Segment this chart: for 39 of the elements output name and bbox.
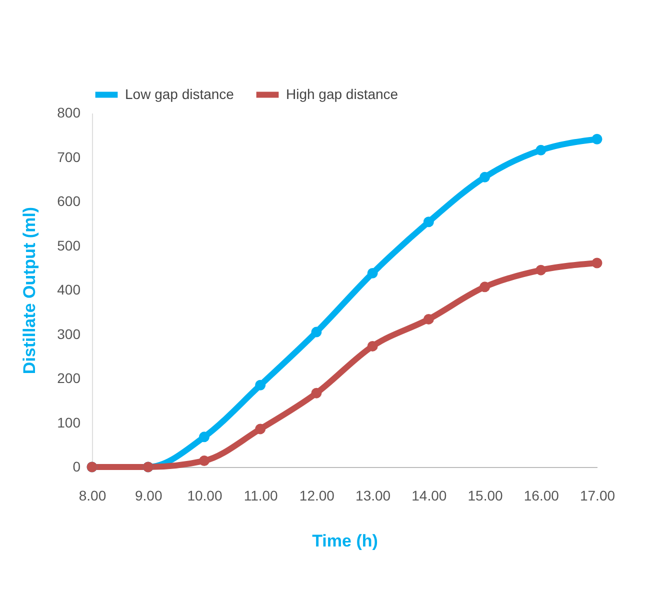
point	[367, 268, 378, 278]
point	[536, 144, 546, 156]
point	[198, 456, 210, 466]
x-tick-label: 17.00	[580, 488, 616, 504]
x-tick-label: 10.00	[187, 488, 222, 504]
point	[311, 388, 322, 398]
x-tick-label: 15.00	[468, 488, 503, 504]
x-tick-label: 14.00	[412, 488, 447, 504]
point	[255, 380, 266, 390]
x-tick-label: 16.00	[524, 488, 560, 504]
x-axis-title: Time (h)	[312, 532, 378, 550]
point	[367, 340, 378, 352]
y-tick-label: 600	[57, 193, 81, 209]
y-tick-label: 400	[57, 282, 81, 298]
point	[592, 258, 602, 268]
legend-label: High gap distance	[286, 86, 398, 102]
y-tick-label: 300	[57, 326, 81, 342]
x-tick-label: 11.00	[244, 488, 278, 504]
point	[423, 216, 434, 228]
point	[423, 314, 434, 324]
point	[198, 432, 210, 442]
point	[592, 134, 602, 144]
point	[480, 172, 490, 182]
y-tick-label: 800	[57, 104, 81, 120]
y-tick-label: 700	[57, 148, 81, 165]
point	[255, 424, 266, 434]
y-tick-label: 200	[57, 370, 81, 386]
point	[480, 282, 490, 292]
x-tick-label: 12.00	[299, 488, 335, 504]
y-tick-label: 0	[72, 458, 81, 474]
x-tick-label: 9.00	[134, 488, 162, 504]
x-tick-label: 8.00	[78, 488, 106, 504]
point	[311, 326, 322, 338]
y-axis-title: Distillate Output (ml)	[20, 206, 40, 374]
y-tick-label: 100	[57, 414, 81, 430]
legend-label: Low gap distance	[125, 86, 234, 102]
y-tick-label: 500	[57, 237, 81, 254]
point	[536, 264, 546, 276]
x-tick-label: 13.00	[356, 488, 391, 504]
